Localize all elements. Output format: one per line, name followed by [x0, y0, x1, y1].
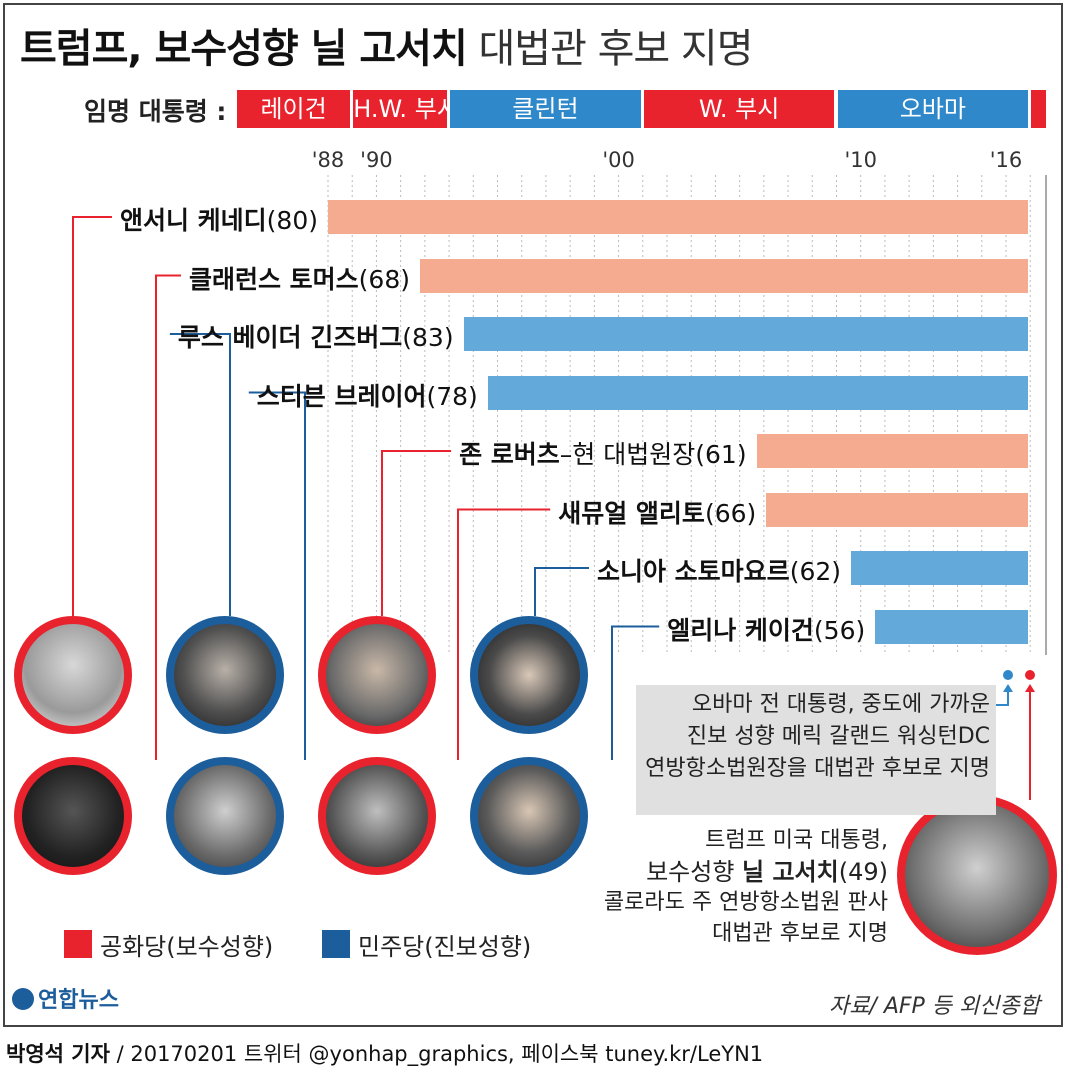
trump-note-gorsuch: 닐 고서치 — [742, 858, 839, 886]
bar-6 — [851, 551, 1028, 585]
yonhap-logo: 연합뉴스 — [12, 982, 119, 1014]
president-bar-5 — [1031, 90, 1046, 128]
president-bar-2: 클린턴 — [450, 90, 641, 128]
justice-age: (66) — [704, 498, 757, 528]
bar-label-1: 클래런스 토머스(68) — [189, 260, 410, 296]
bar-label-0: 앤서니 케네디(80) — [120, 201, 318, 237]
sotomayor-photo — [470, 616, 588, 734]
bar-label-3: 스티븐 브레이어(78) — [257, 377, 478, 413]
legend-rep-label: 공화당(보수성향) — [100, 933, 274, 961]
bar-label-5: 새뮤얼 앨리토(66) — [558, 494, 756, 530]
justice-name: 엘리나 케이건 — [667, 615, 814, 645]
trump-note-age: (49) — [838, 858, 888, 886]
justice-name: 소니아 소토마요르 — [596, 557, 790, 586]
justice-name: 루스 베이더 긴즈버그 — [177, 323, 403, 352]
connector-line — [169, 333, 231, 616]
logo-icon — [12, 988, 34, 1010]
bar-4 — [756, 434, 1028, 468]
connector-line — [611, 625, 660, 760]
bar-label-2: 루스 베이더 긴즈버그(83) — [178, 318, 454, 354]
justice-age: (56) — [813, 615, 866, 645]
obama-note-line3: 연방항소법원장을 대법관 후보로 지명 — [645, 756, 990, 781]
obama-note-line2: 진보 성향 메릭 갈랜드 워싱턴DC — [686, 724, 990, 749]
justice-name: 존 로버츠 — [459, 440, 560, 469]
x-tick-label: '90 — [360, 148, 393, 172]
footer-rest: / 20170201 트위터 @yonhap_graphics, 페이스북 tu… — [109, 1042, 764, 1066]
gorsuch-photo — [897, 795, 1057, 955]
x-tick-label: '00 — [602, 148, 635, 172]
justice-age: (61) — [695, 440, 747, 469]
title-bold: 트럼프, 보수성향 닐 고서치 — [20, 26, 468, 72]
justice-name: 스티븐 브레이어 — [256, 381, 427, 411]
president-bar-0: 레이건 — [237, 90, 351, 128]
bar-0 — [328, 200, 1028, 234]
roberts-photo — [318, 616, 436, 734]
bar-5 — [766, 492, 1028, 527]
bar-label-7: 엘리나 케이건(56) — [667, 611, 865, 647]
connector-line — [155, 274, 181, 760]
justice-age: (78) — [426, 381, 478, 411]
bar-7 — [875, 609, 1028, 644]
justice-age: (83) — [402, 323, 454, 352]
justice-name: 앤서니 케네디 — [119, 206, 267, 235]
justice-age: (80) — [266, 206, 318, 235]
legend-dem-label: 민주당(진보성향) — [358, 933, 532, 961]
trump-note-line1: 트럼프 미국 대통령, — [705, 828, 888, 853]
legend-dem-swatch — [322, 930, 350, 958]
connector-line — [457, 508, 551, 760]
justice-note: –현 대법원장 — [559, 440, 696, 469]
bar-1 — [420, 258, 1028, 293]
logo-text: 연합뉴스 — [38, 988, 119, 1013]
justice-age: (62) — [789, 557, 842, 586]
bar-2 — [463, 317, 1028, 351]
breyer-photo — [166, 757, 284, 875]
president-bar-1: H.W. 부시 — [353, 90, 448, 128]
page-title: 트럼프, 보수성향 닐 고서치 대법관 후보 지명 — [20, 16, 754, 74]
x-tick-label: '10 — [844, 148, 877, 172]
connector-line — [534, 567, 589, 616]
trump-note-pre: 보수성향 — [646, 858, 743, 886]
trump-note-line3: 콜로라도 주 연방항소법원 판사 — [603, 890, 888, 915]
connector-line — [381, 450, 452, 616]
obama-connector — [996, 688, 1009, 706]
justice-name: 새뮤얼 앨리토 — [558, 498, 705, 528]
trump-arrow — [1025, 684, 1035, 692]
obama-dot — [1003, 670, 1013, 680]
alito-photo — [318, 757, 436, 875]
title-rest: 대법관 후보 지명 — [478, 26, 754, 72]
kennedy-photo — [14, 616, 132, 734]
footer-credit: 박영석 기자 / 20170201 트위터 @yonhap_graphics, … — [6, 1038, 763, 1068]
justice-name: 클래런스 토머스 — [188, 264, 359, 294]
president-bar-4: 오바마 — [837, 90, 1029, 128]
thomas-photo — [14, 757, 132, 875]
x-tick-label: '16 — [989, 148, 1023, 172]
presidents-label: 임명 대통령 : — [84, 97, 227, 126]
obama-note-line1: 오바마 전 대통령, 중도에 가까운 — [691, 692, 990, 717]
ginsburg-photo — [166, 616, 284, 734]
bar-3 — [487, 375, 1028, 410]
connector-line — [72, 216, 112, 616]
kagan-photo — [470, 757, 588, 875]
x-tick-label: '88 — [311, 148, 345, 172]
source-text: 자료/ AFP 등 외신종합 — [828, 994, 1040, 1019]
president-bar-3: W. 부시 — [643, 90, 835, 128]
bar-label-4: 존 로버츠–현 대법원장(61) — [459, 435, 747, 471]
justice-age: (68) — [358, 264, 410, 294]
legend-rep-swatch — [64, 930, 92, 958]
bar-label-6: 소니아 소토마요르(62) — [597, 552, 841, 588]
trump-dot — [1025, 670, 1035, 680]
connector-line — [248, 391, 306, 760]
footer-author: 박영석 기자 — [6, 1042, 110, 1066]
obama-arrow — [1003, 684, 1013, 692]
trump-note-line4: 대법관 후보로 지명 — [712, 921, 888, 946]
trump-note-line2: 보수성향 닐 고서치(49) — [646, 857, 888, 887]
obama-note-box — [636, 685, 996, 815]
